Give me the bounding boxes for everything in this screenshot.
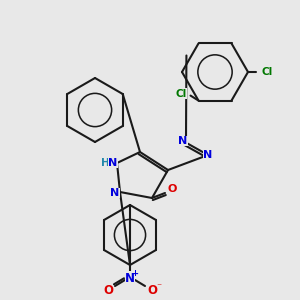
Text: N: N bbox=[108, 158, 118, 168]
Text: ⁻: ⁻ bbox=[156, 282, 162, 292]
Text: H: H bbox=[100, 158, 109, 168]
Text: N: N bbox=[125, 272, 135, 284]
Text: O: O bbox=[167, 184, 177, 194]
Text: O: O bbox=[147, 284, 157, 298]
Text: N: N bbox=[178, 136, 188, 146]
Text: +: + bbox=[131, 268, 139, 278]
Text: Cl: Cl bbox=[176, 88, 187, 99]
Text: O: O bbox=[103, 284, 113, 298]
Text: Cl: Cl bbox=[261, 67, 273, 77]
Text: N: N bbox=[110, 188, 120, 198]
Text: N: N bbox=[203, 150, 213, 160]
